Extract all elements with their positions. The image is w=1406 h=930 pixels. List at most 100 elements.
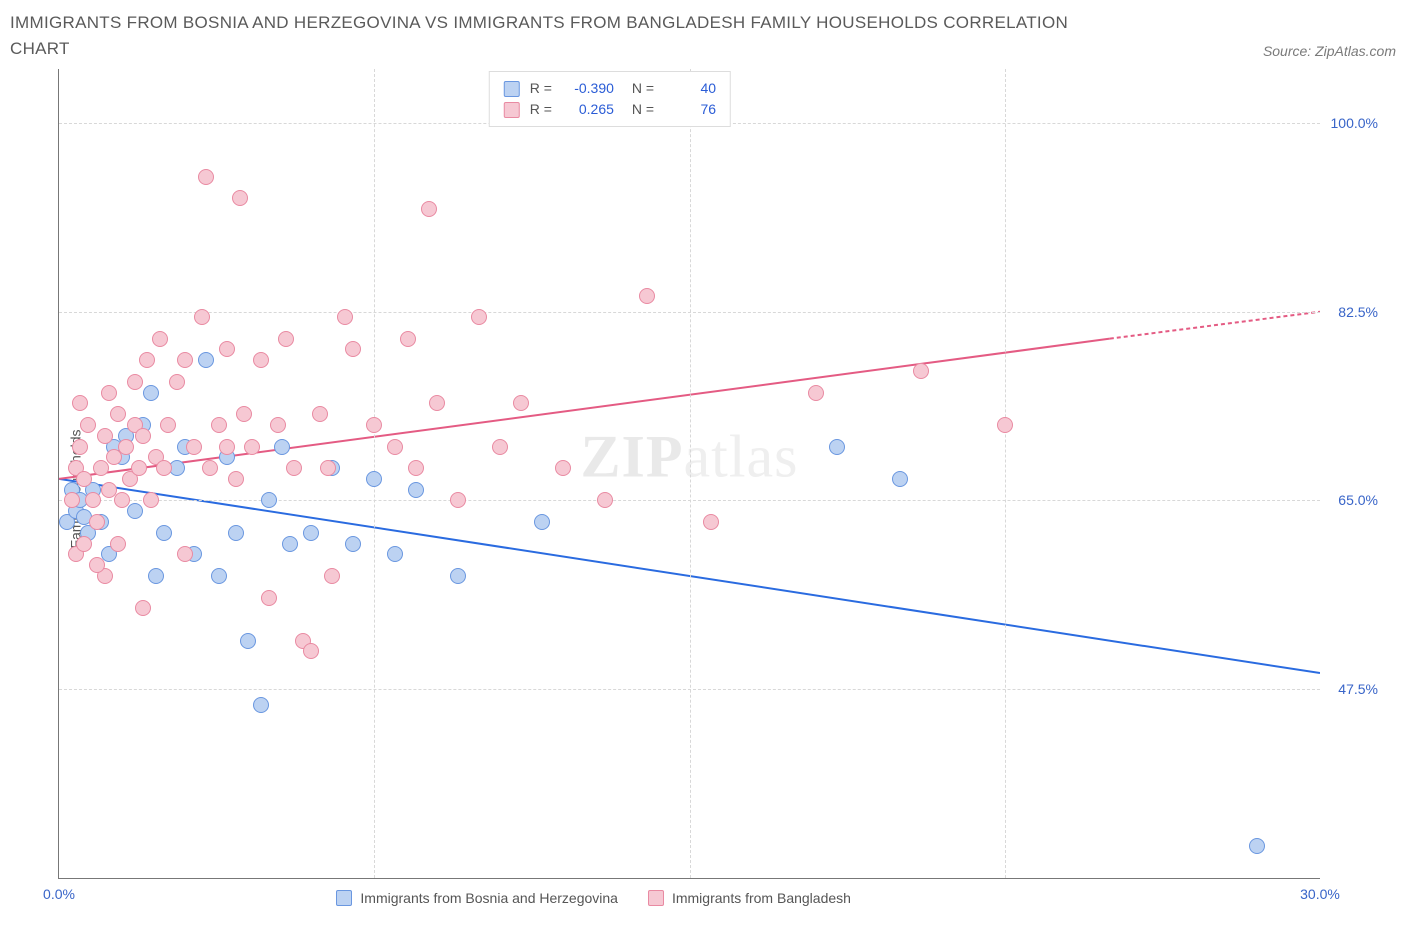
data-point — [194, 309, 210, 325]
data-point — [143, 492, 159, 508]
data-point — [274, 439, 290, 455]
data-point — [135, 428, 151, 444]
y-tick-label: 47.5% — [1338, 681, 1378, 697]
data-point — [829, 439, 845, 455]
data-point — [450, 492, 466, 508]
data-point — [160, 417, 176, 433]
data-point — [1249, 838, 1265, 854]
data-point — [534, 514, 550, 530]
legend-swatch — [336, 890, 352, 906]
data-point — [312, 406, 328, 422]
legend-swatch — [648, 890, 664, 906]
data-point — [127, 503, 143, 519]
data-point — [703, 514, 719, 530]
data-point — [253, 352, 269, 368]
data-point — [408, 482, 424, 498]
data-point — [97, 428, 113, 444]
legend-r-value: -0.390 — [562, 78, 614, 99]
data-point — [597, 492, 613, 508]
data-point — [85, 492, 101, 508]
data-point — [236, 406, 252, 422]
data-point — [639, 288, 655, 304]
source-label: Source: ZipAtlas.com — [1263, 43, 1396, 61]
data-point — [303, 643, 319, 659]
plot-area: ZIPatlas R =-0.390N =40R =0.265N =76 Imm… — [58, 69, 1320, 879]
data-point — [135, 600, 151, 616]
gridline-v — [1005, 69, 1006, 878]
data-point — [892, 471, 908, 487]
data-point — [110, 536, 126, 552]
data-point — [471, 309, 487, 325]
data-point — [152, 331, 168, 347]
data-point — [387, 439, 403, 455]
data-point — [320, 460, 336, 476]
data-point — [64, 492, 80, 508]
y-tick-label: 65.0% — [1338, 492, 1378, 508]
data-point — [429, 395, 445, 411]
series-legend: Immigrants from Bosnia and Herzegovina Im… — [336, 890, 851, 906]
y-tick-label: 100.0% — [1331, 115, 1378, 131]
legend-r-value: 0.265 — [562, 99, 614, 120]
data-point — [72, 439, 88, 455]
data-point — [421, 201, 437, 217]
data-point — [232, 190, 248, 206]
data-point — [186, 439, 202, 455]
data-point — [118, 439, 134, 455]
data-point — [337, 309, 353, 325]
legend-row: R =0.265N =76 — [504, 99, 716, 120]
data-point — [366, 417, 382, 433]
data-point — [366, 471, 382, 487]
data-point — [270, 417, 286, 433]
data-point — [101, 385, 117, 401]
data-point — [408, 460, 424, 476]
data-point — [219, 439, 235, 455]
data-point — [89, 557, 105, 573]
data-point — [131, 460, 147, 476]
data-point — [198, 352, 214, 368]
data-point — [555, 460, 571, 476]
data-point — [211, 417, 227, 433]
data-point — [89, 514, 105, 530]
x-tick-label: 30.0% — [1300, 886, 1340, 902]
correlation-legend: R =-0.390N =40R =0.265N =76 — [489, 71, 731, 127]
series-label: Immigrants from Bosnia and Herzegovina — [360, 890, 618, 906]
legend-n-label: N = — [632, 99, 654, 120]
gridline-v — [690, 69, 691, 878]
data-point — [282, 536, 298, 552]
data-point — [261, 492, 277, 508]
data-point — [345, 536, 361, 552]
data-point — [202, 460, 218, 476]
data-point — [169, 374, 185, 390]
legend-n-value: 40 — [664, 78, 716, 99]
data-point — [228, 525, 244, 541]
data-point — [324, 568, 340, 584]
chart-title: IMMIGRANTS FROM BOSNIA AND HERZEGOVINA V… — [10, 10, 1110, 61]
data-point — [345, 341, 361, 357]
data-point — [139, 352, 155, 368]
data-point — [997, 417, 1013, 433]
data-point — [450, 568, 466, 584]
data-point — [286, 460, 302, 476]
data-point — [913, 363, 929, 379]
y-tick-label: 82.5% — [1338, 304, 1378, 320]
data-point — [177, 352, 193, 368]
data-point — [127, 374, 143, 390]
series-legend-item: Immigrants from Bangladesh — [648, 890, 851, 906]
data-point — [808, 385, 824, 401]
data-point — [261, 590, 277, 606]
legend-swatch — [504, 81, 520, 97]
data-point — [303, 525, 319, 541]
data-point — [240, 633, 256, 649]
data-point — [156, 525, 172, 541]
series-legend-item: Immigrants from Bosnia and Herzegovina — [336, 890, 618, 906]
data-point — [211, 568, 227, 584]
data-point — [387, 546, 403, 562]
data-point — [156, 460, 172, 476]
data-point — [76, 471, 92, 487]
data-point — [80, 417, 96, 433]
data-point — [244, 439, 260, 455]
data-point — [513, 395, 529, 411]
data-point — [492, 439, 508, 455]
data-point — [110, 406, 126, 422]
data-point — [114, 492, 130, 508]
